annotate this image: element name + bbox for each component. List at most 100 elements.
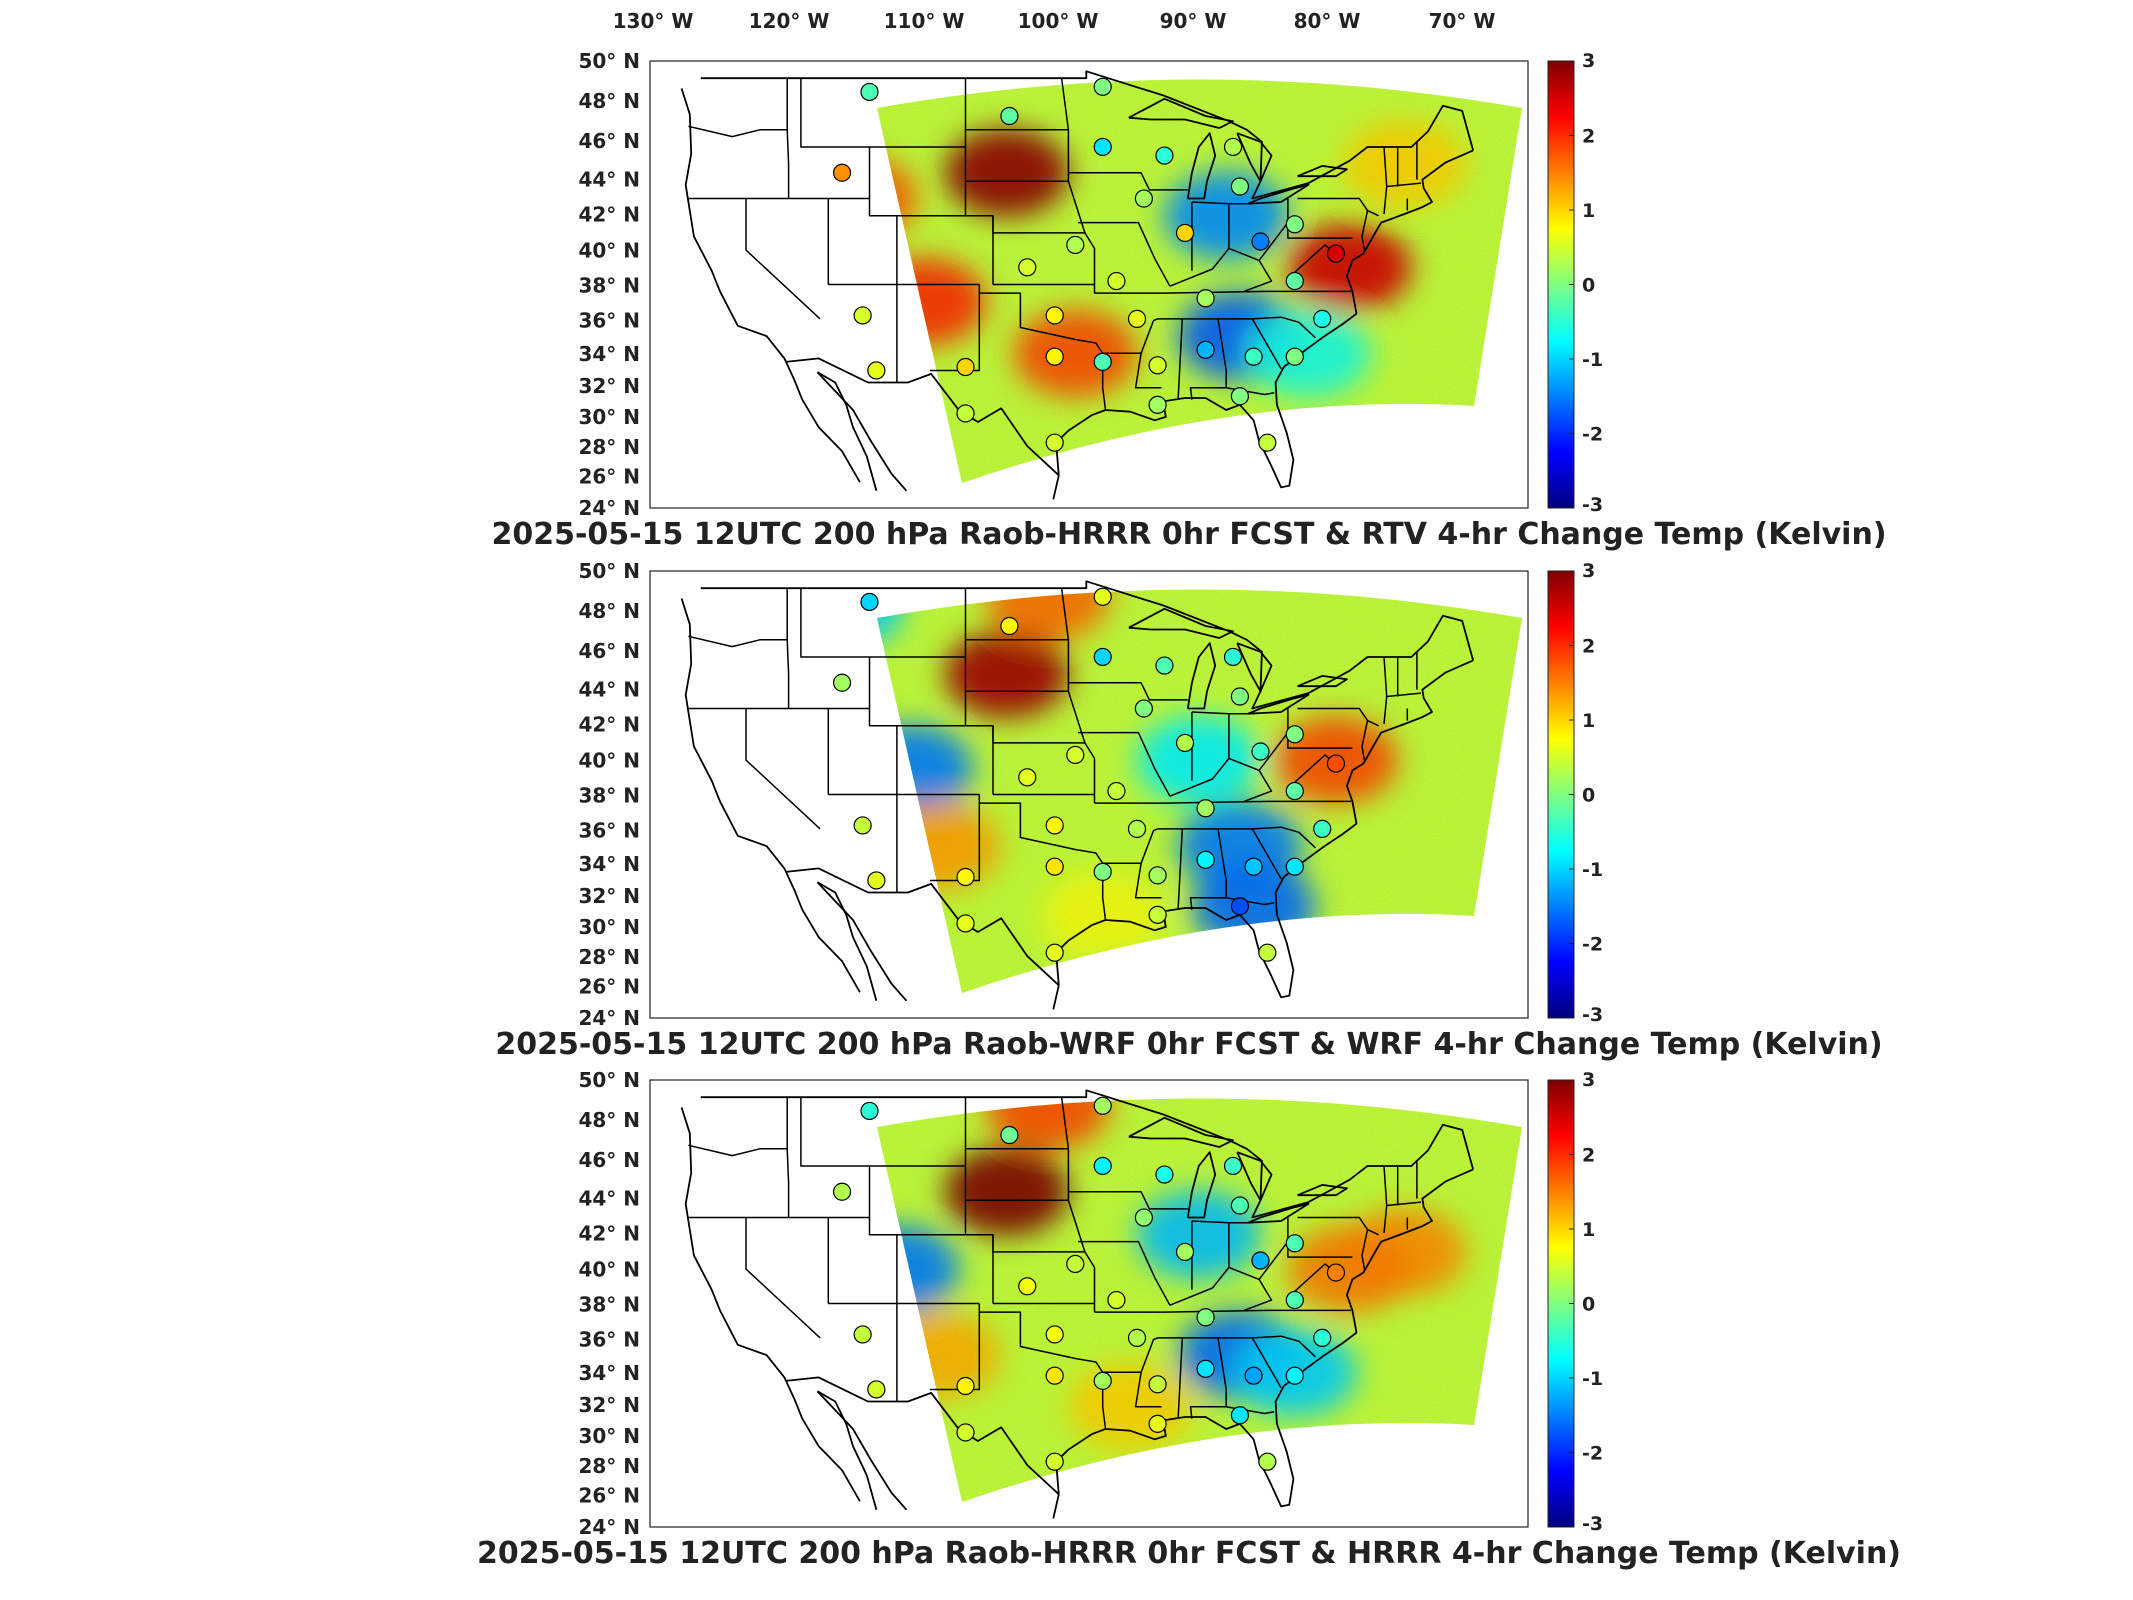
raob-station-marker <box>1148 1414 1167 1433</box>
colorbar-tick-label: -1 <box>1582 1368 1603 1390</box>
great-lake <box>1128 1116 1234 1148</box>
raob-station-marker <box>1045 1366 1064 1385</box>
raob-station-marker <box>1285 1366 1304 1385</box>
lat-tick-label: 40° N <box>578 749 640 773</box>
lat-tick-label: 50° N <box>578 559 640 583</box>
state-line <box>1060 1097 1096 1313</box>
raob-station-marker <box>956 914 975 933</box>
state-line <box>1068 1191 1188 1210</box>
coastline <box>680 1107 861 1502</box>
colorbar-tick-label: 3 <box>1582 50 1595 72</box>
raob-station-marker <box>1251 742 1270 761</box>
great-lake <box>1247 693 1310 715</box>
raob-station-marker <box>860 82 879 102</box>
coastline <box>816 1390 878 1511</box>
state-line <box>929 1312 981 1391</box>
raob-station-marker <box>1196 340 1215 359</box>
great-lake <box>1247 1202 1310 1224</box>
state-line <box>1251 318 1282 370</box>
state-borders <box>680 580 1474 1010</box>
state-line <box>688 1144 788 1157</box>
raob-station-marker <box>1045 857 1064 876</box>
lat-tick-label: 30° N <box>578 915 640 939</box>
lon-tick-label: 110° W <box>884 9 965 33</box>
raob-station-marker <box>1093 137 1112 157</box>
raob-station-marker <box>853 1325 872 1344</box>
raob-station-marker <box>1285 215 1304 234</box>
raob-station-marker <box>1093 352 1112 371</box>
raob-station-marker <box>1134 189 1153 208</box>
raob-station-marker <box>1285 857 1304 876</box>
map-panels: 50° N 48° N 46° N 44° N 42° N 40° N 38° N 36° N… <box>477 49 1901 1571</box>
state-line <box>1386 692 1422 698</box>
raob-station-marker <box>1155 656 1174 675</box>
lon-tick-label: 130° W <box>613 9 694 33</box>
raob-station-marker <box>860 1101 879 1121</box>
colorbar-tick-label: 1 <box>1582 710 1595 732</box>
state-line <box>1287 1217 1353 1258</box>
raob-station-marker <box>1244 857 1263 876</box>
lat-tick-label: 46° N <box>578 1148 640 1172</box>
raob-station-marker <box>956 404 975 423</box>
lat-tick-label: 36° N <box>578 308 640 332</box>
state-line <box>1169 732 1289 797</box>
coastline <box>680 88 861 483</box>
raob-station-marker <box>1018 258 1037 277</box>
lon-tick-label: 100° W <box>1018 9 1099 33</box>
state-line <box>978 1303 1107 1430</box>
raob-station-marker <box>1000 106 1019 126</box>
lat-tick-label: 42° N <box>578 1221 640 1245</box>
raob-station-marker <box>1251 1251 1270 1270</box>
lat-tick-label: 50° N <box>578 49 640 73</box>
coastline <box>785 867 1060 986</box>
raob-station-marker <box>1230 687 1250 706</box>
raob-station-marker <box>1127 309 1147 328</box>
raob-station-marker <box>1244 1366 1263 1385</box>
raob-station-marker <box>860 592 879 612</box>
colorbar-tick-label: -3 <box>1582 1004 1603 1026</box>
lat-tick-label: 42° N <box>578 712 640 736</box>
raob-station-marker <box>1093 587 1112 606</box>
colorbar-tick-label: -2 <box>1582 934 1603 956</box>
coastline <box>816 881 908 1002</box>
state-line <box>1078 731 1171 797</box>
raob-stations <box>832 1096 1346 1471</box>
great-lake <box>1186 642 1217 710</box>
state-line <box>1078 221 1171 287</box>
state-line <box>1297 1216 1379 1236</box>
lat-tick-label: 40° N <box>578 1258 640 1282</box>
lon-tick-label: 120° W <box>749 9 830 33</box>
state-line <box>1102 352 1162 389</box>
raob-station-marker <box>832 1182 852 1201</box>
lat-tick-label: 24° N <box>578 1515 640 1539</box>
state-line <box>978 284 1107 411</box>
colorbar-tick-label: 3 <box>1582 1069 1595 1091</box>
state-line <box>1191 1220 1249 1224</box>
state-line <box>1251 828 1282 880</box>
state-line <box>1243 770 1273 803</box>
coastline <box>785 1376 1060 1495</box>
great-lake <box>1236 642 1273 693</box>
raob-station-marker <box>1148 395 1167 414</box>
state-line <box>1297 707 1379 727</box>
raob-station-marker <box>853 816 872 835</box>
lat-tick-label: 24° N <box>578 1006 640 1030</box>
coastline <box>700 580 1474 710</box>
coastline <box>1052 1494 1060 1519</box>
raob-station-marker <box>1326 1263 1346 1282</box>
raob-station-marker <box>1093 1096 1112 1115</box>
state-line <box>1078 1240 1171 1306</box>
state-line <box>1386 1201 1422 1207</box>
raob-station-marker <box>1251 232 1270 251</box>
raob-station-marker <box>853 306 872 325</box>
lat-tick-label: 28° N <box>578 945 640 969</box>
state-line <box>1243 1279 1273 1312</box>
raob-station-marker <box>1223 137 1243 157</box>
raob-station-marker <box>1230 1196 1250 1215</box>
raob-station-marker <box>1285 725 1304 744</box>
colorbar-tick-label: 0 <box>1582 1294 1595 1316</box>
map-frame <box>649 1079 1529 1528</box>
state-line <box>978 794 1107 921</box>
lat-tick-label: 36° N <box>578 1327 640 1351</box>
raob-station-marker <box>1148 356 1167 375</box>
